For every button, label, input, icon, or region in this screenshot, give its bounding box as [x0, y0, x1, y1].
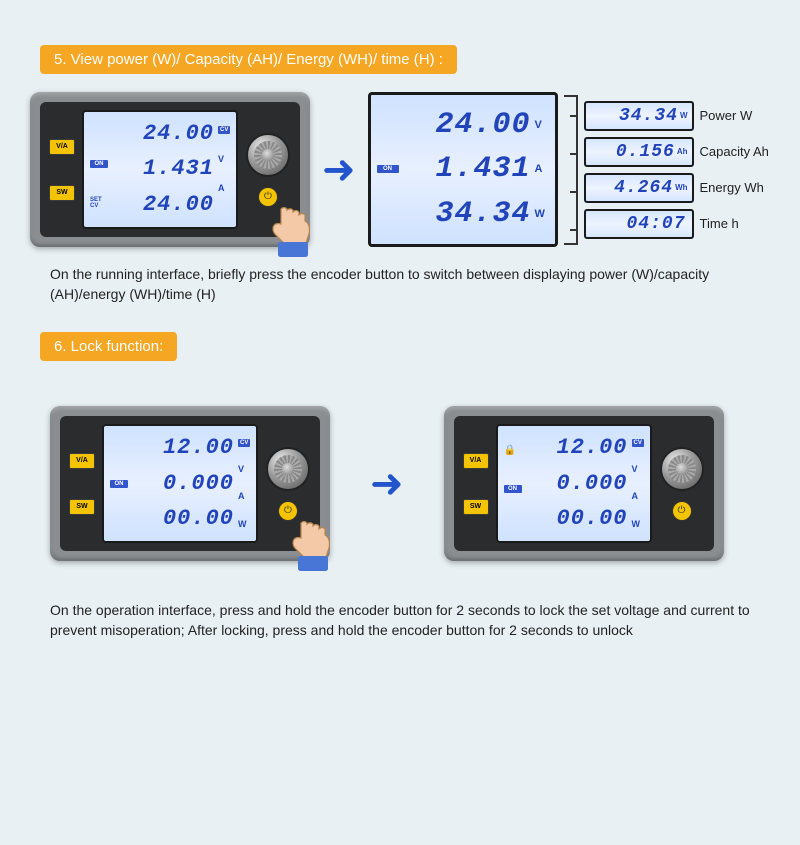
lcd-current: 1.431	[112, 158, 214, 180]
big-lcd-w: 34.34	[403, 197, 531, 232]
cv-badge: CV	[218, 126, 230, 134]
set-cv-label: SET CV	[90, 197, 108, 209]
hand-press-icon	[280, 511, 340, 571]
readout-capacity: 0.156Ah Capacity Ah	[584, 137, 769, 167]
big-unit-a: A	[535, 163, 549, 175]
readout-power-unit: W	[680, 111, 688, 120]
readout-energy: 4.264Wh Energy Wh	[584, 173, 769, 203]
big-unit-w: W	[535, 208, 549, 220]
cv-badge: CV	[238, 439, 250, 447]
lcd-s5-left: ON SET CV 24.00 1.431 24.00 CV V A	[82, 110, 238, 229]
lcd-voltage: 24.00	[112, 123, 214, 145]
readout-energy-label: Energy Wh	[700, 180, 764, 195]
lcd-voltage: 12.00	[526, 437, 628, 459]
readout-energy-unit: Wh	[675, 183, 687, 192]
va-button[interactable]: V/A	[463, 453, 489, 469]
module-s6-right: V/A SW 🔒 ON 12.00 0.000 00.00 C	[444, 406, 724, 561]
power-button[interactable]: ⏻	[672, 501, 692, 521]
readout-time-value: 04:07	[627, 214, 686, 234]
sw-button[interactable]: SW	[463, 499, 489, 515]
readout-power: 34.34W Power W	[584, 101, 769, 131]
readout-time-label: Time h	[700, 216, 739, 231]
lcd-current: 0.000	[526, 473, 628, 495]
section-6-header: 6. Lock function:	[40, 332, 177, 361]
unit-v: V	[632, 464, 644, 474]
encoder-knob[interactable]	[660, 447, 704, 491]
lcd-current: 0.000	[132, 473, 234, 495]
sw-button[interactable]: SW	[69, 499, 95, 515]
section5-rhs: ON 24.00 1.431 34.34 V A W	[368, 92, 769, 247]
lcd-voltage: 12.00	[132, 437, 234, 459]
module-s5-left: V/A SW ON SET CV 24.00 1.431 24.00	[30, 92, 310, 247]
unit-a: A	[632, 491, 644, 501]
va-button[interactable]: V/A	[49, 139, 75, 155]
section5-desc: On the running interface, briefly press …	[50, 265, 750, 304]
section5-row: V/A SW ON SET CV 24.00 1.431 24.00	[0, 92, 800, 247]
section6-desc: On the operation interface, press and ho…	[50, 601, 750, 640]
unit-a: A	[238, 491, 250, 501]
lock-icon: 🔒	[504, 445, 522, 456]
on-badge: ON	[110, 480, 128, 488]
arrow-icon: ➜	[322, 147, 356, 193]
va-button[interactable]: V/A	[69, 453, 95, 469]
readout-time: 04:07 Time h	[584, 209, 769, 239]
big-lcd-a: 1.431	[403, 152, 531, 187]
big-unit-v: V	[535, 119, 549, 131]
on-badge: ON	[90, 160, 108, 168]
unit-v: V	[238, 464, 250, 474]
encoder-knob[interactable]	[266, 447, 310, 491]
readouts-list: 34.34W Power W 0.156Ah Capacity Ah 4.264…	[584, 101, 769, 239]
hand-press-icon	[260, 197, 320, 257]
big-lcd: ON 24.00 1.431 34.34 V A W	[368, 92, 558, 247]
bracket-icon	[564, 95, 578, 245]
on-badge-big: ON	[377, 165, 399, 173]
on-badge: ON	[504, 485, 522, 493]
section-5-header: 5. View power (W)/ Capacity (AH)/ Energy…	[40, 45, 457, 74]
arrow-icon: ➜	[370, 461, 404, 507]
lcd-set: 24.00	[112, 194, 214, 216]
unit-w: W	[238, 519, 250, 529]
unit-a: A	[218, 183, 230, 193]
section6-row: V/A SW ON 12.00 0.000 00.00 CV	[0, 406, 800, 561]
readout-energy-value: 4.264	[614, 178, 673, 198]
cv-badge: CV	[632, 439, 644, 447]
readout-power-label: Power W	[700, 108, 753, 123]
readout-capacity-label: Capacity Ah	[700, 144, 769, 159]
lcd-s6-right: 🔒 ON 12.00 0.000 00.00 CV V A W	[496, 424, 652, 543]
module-s6-left: V/A SW ON 12.00 0.000 00.00 CV	[50, 406, 330, 561]
lcd-power: 00.00	[132, 508, 234, 530]
encoder-knob[interactable]	[246, 133, 290, 177]
readout-capacity-unit: Ah	[677, 147, 688, 156]
unit-v: V	[218, 154, 230, 164]
unit-w: W	[632, 519, 644, 529]
big-lcd-v: 24.00	[403, 108, 531, 143]
lcd-power: 00.00	[526, 508, 628, 530]
readout-capacity-value: 0.156	[616, 142, 675, 162]
lcd-s6-left: ON 12.00 0.000 00.00 CV V A W	[102, 424, 258, 543]
readout-power-value: 34.34	[619, 106, 678, 126]
sw-button[interactable]: SW	[49, 185, 75, 201]
